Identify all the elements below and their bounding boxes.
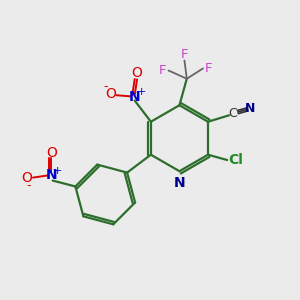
Text: O: O [46,146,57,160]
Text: F: F [159,64,166,77]
Text: +: + [53,166,62,176]
Text: O: O [132,66,142,80]
Text: N: N [129,90,140,104]
Text: O: O [105,87,116,101]
Text: +: + [136,87,146,97]
Text: Cl: Cl [228,153,243,167]
Text: N: N [245,102,256,115]
Text: C: C [228,107,237,120]
Text: F: F [205,62,213,75]
Text: -: - [26,179,31,192]
Text: N: N [45,168,57,182]
Text: O: O [21,171,32,184]
Text: -: - [103,80,107,94]
Text: N: N [174,176,185,190]
Text: F: F [181,48,188,61]
